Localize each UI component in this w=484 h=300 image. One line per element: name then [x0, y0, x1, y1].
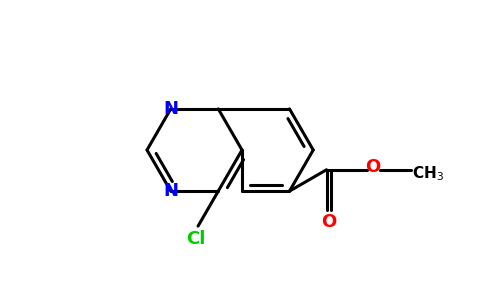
Text: N: N: [163, 182, 178, 200]
Text: O: O: [365, 158, 380, 176]
Text: Cl: Cl: [186, 230, 205, 248]
Text: N: N: [163, 100, 178, 118]
Text: O: O: [321, 213, 336, 231]
Text: CH$_3$: CH$_3$: [412, 164, 444, 183]
